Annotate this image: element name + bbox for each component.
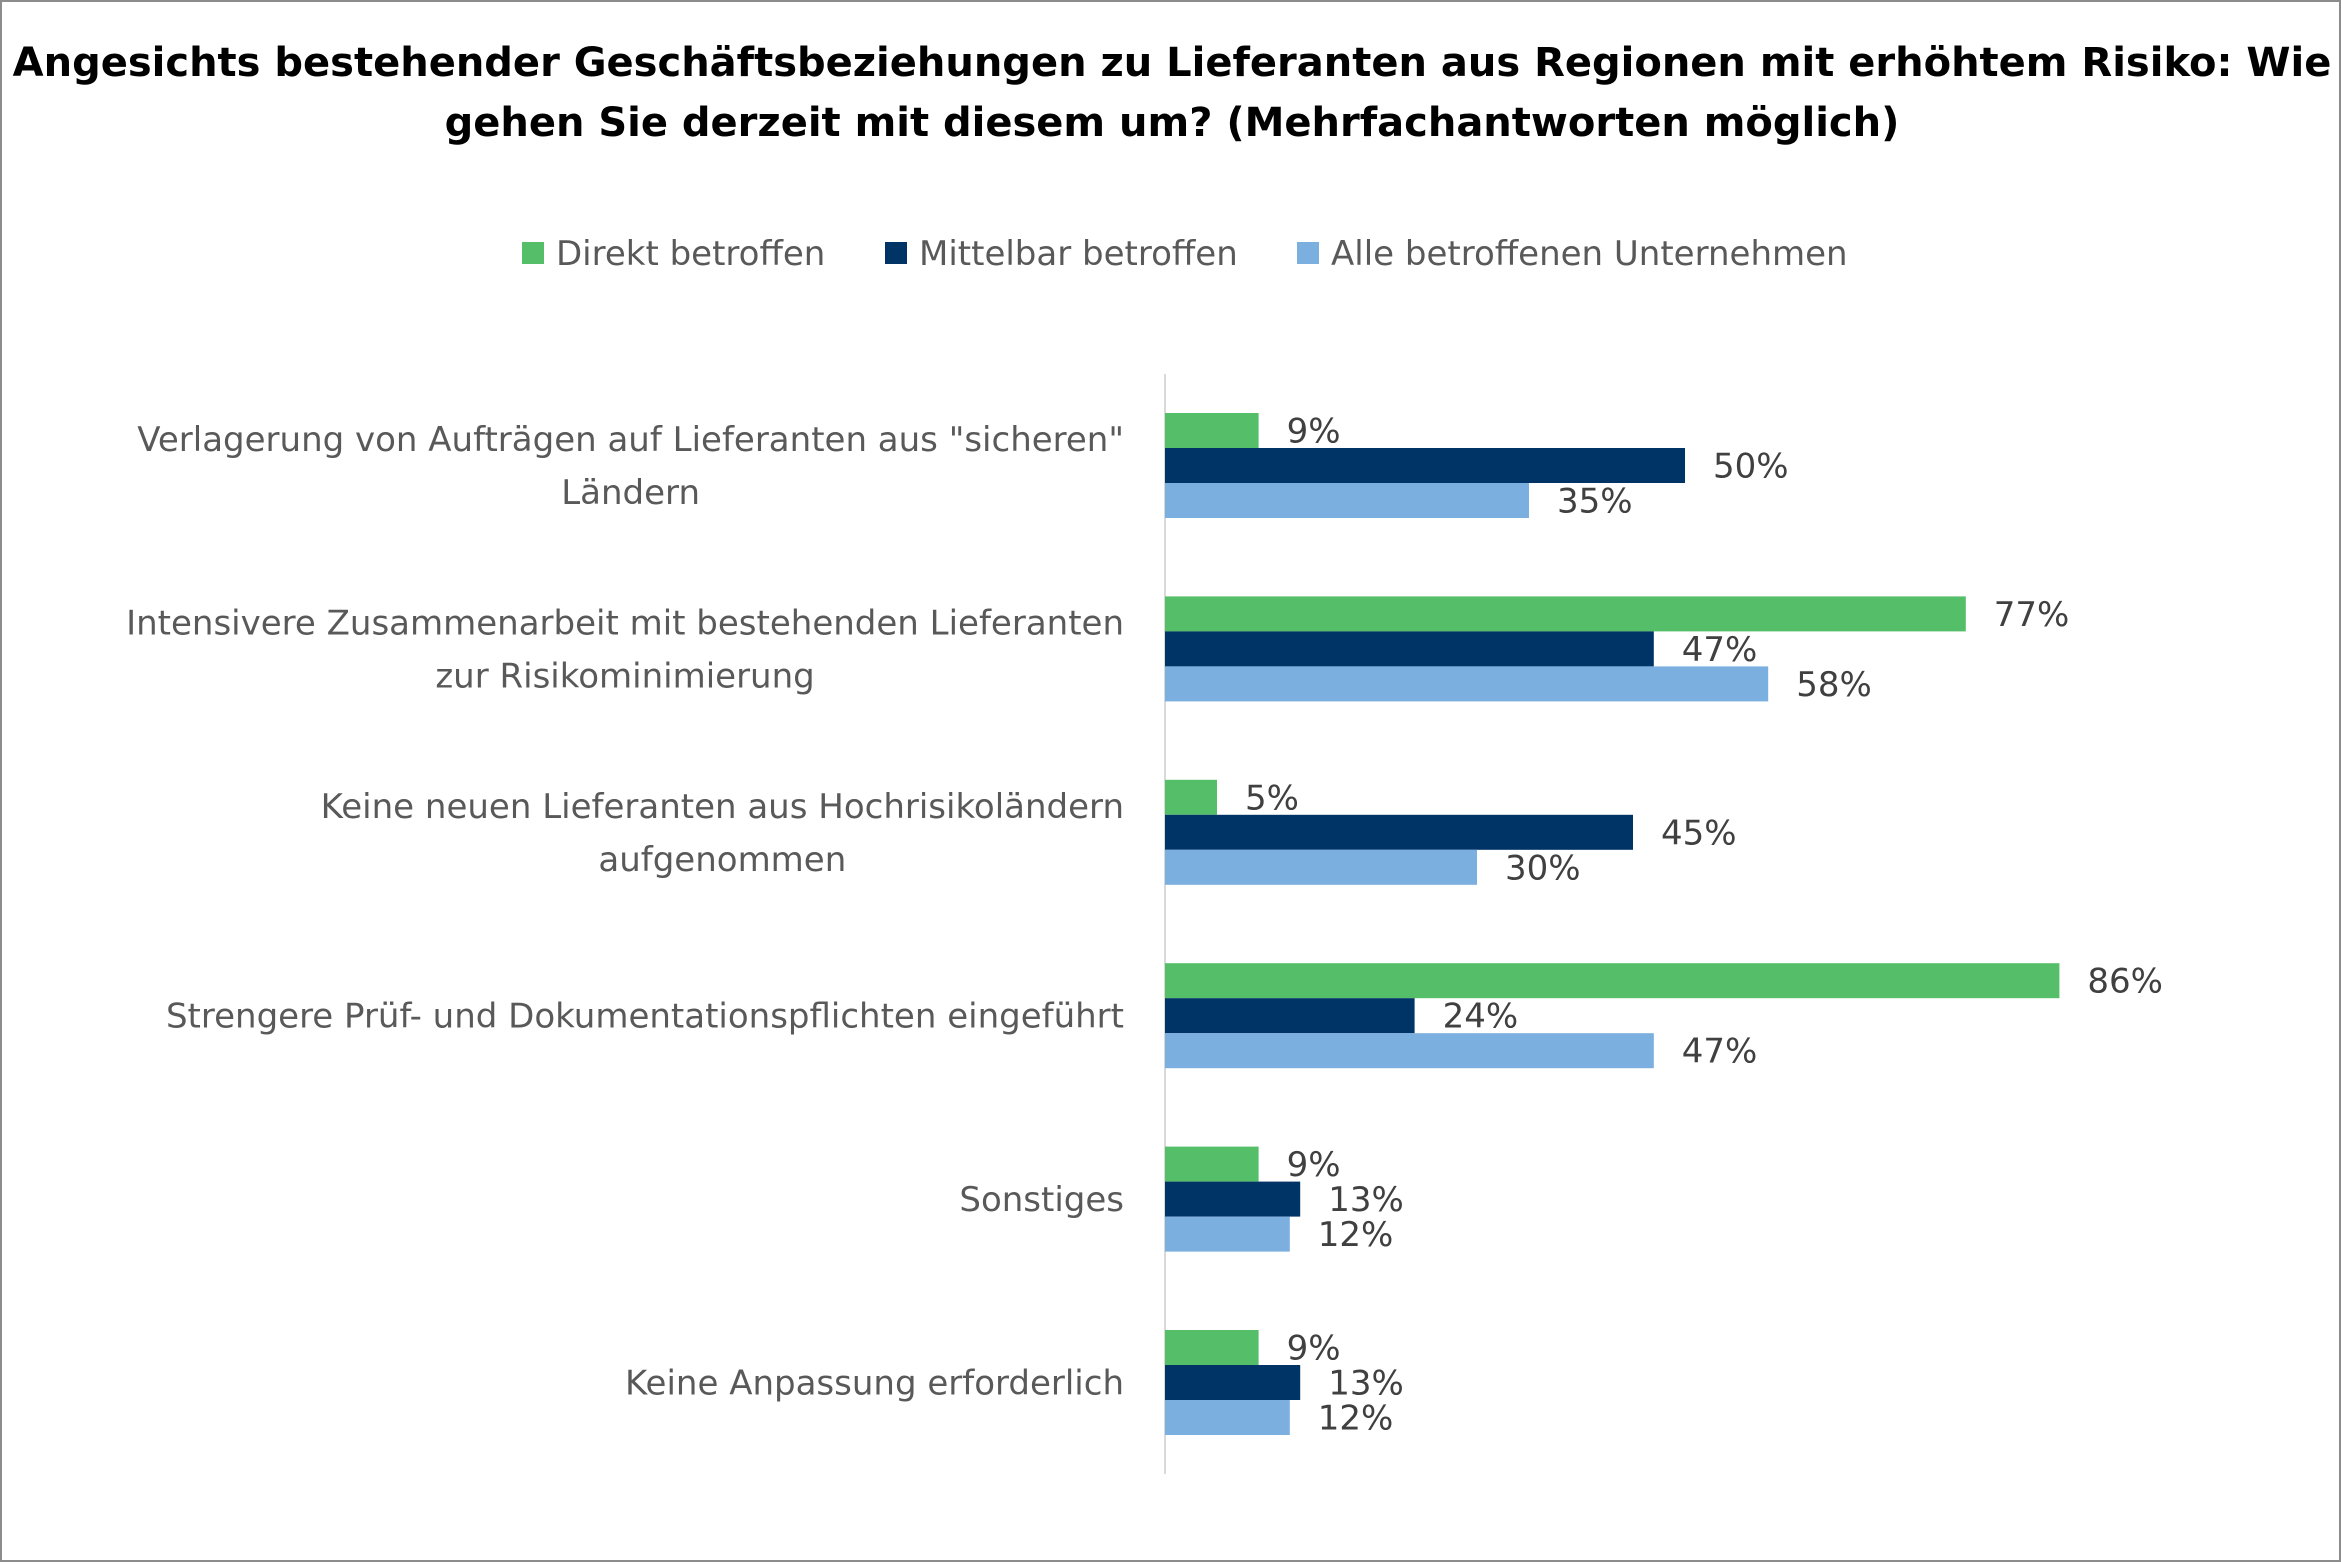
value-label-series3-cat4: 47% xyxy=(1682,1032,1758,1072)
value-label-series2-cat2: 47% xyxy=(1682,630,1758,670)
category-label-2-line-1: Intensivere Zusammenarbeit mit bestehend… xyxy=(126,603,1124,643)
bar-series1-cat4 xyxy=(1165,963,2060,999)
value-label-series1-cat3: 5% xyxy=(1245,778,1299,818)
bar-series3-cat4 xyxy=(1165,1033,1654,1069)
category-label-4-line-1: Strengere Prüf- und Dokumentationspflich… xyxy=(166,997,1124,1037)
category-label-1-line-1: Verlagerung von Aufträgen auf Lieferante… xyxy=(137,420,1124,460)
value-label-series3-cat3: 30% xyxy=(1505,848,1581,888)
bar-series3-cat1 xyxy=(1165,483,1529,518)
value-label-series3-cat5: 12% xyxy=(1318,1215,1394,1255)
value-label-series1-cat5: 9% xyxy=(1287,1145,1341,1185)
category-label-5-line-1: Sonstiges xyxy=(959,1180,1124,1220)
bar-series1-cat6 xyxy=(1165,1330,1259,1365)
bar-series1-cat2 xyxy=(1165,596,1966,632)
bar-series2-cat1 xyxy=(1165,448,1685,483)
category-label-1-line-2: Ländern xyxy=(561,473,700,513)
bar-series2-cat5 xyxy=(1165,1181,1301,1217)
value-label-series1-cat6: 9% xyxy=(1287,1329,1341,1369)
legend-swatch-3 xyxy=(1297,242,1319,264)
value-label-series1-cat1: 9% xyxy=(1287,412,1341,452)
legend-swatch-1 xyxy=(522,242,544,264)
bar-series3-cat2 xyxy=(1165,666,1769,702)
bar-series1-cat1 xyxy=(1165,413,1259,448)
value-label-series1-cat2: 77% xyxy=(1994,595,2070,635)
value-label-series2-cat1: 50% xyxy=(1713,447,1789,487)
value-label-series2-cat6: 13% xyxy=(1328,1364,1404,1404)
value-label-series3-cat2: 58% xyxy=(1796,665,1872,705)
bar-series2-cat3 xyxy=(1165,814,1633,850)
value-label-series2-cat3: 45% xyxy=(1661,813,1737,853)
value-label-series3-cat6: 12% xyxy=(1318,1399,1394,1439)
value-label-series3-cat1: 35% xyxy=(1557,482,1633,522)
legend-label-1: Direkt betroffen xyxy=(556,234,825,274)
bar-series3-cat6 xyxy=(1165,1400,1290,1435)
bar-series1-cat3 xyxy=(1165,779,1217,815)
bar-series3-cat5 xyxy=(1165,1216,1290,1252)
legend-swatch-2 xyxy=(885,242,907,264)
bar-series2-cat2 xyxy=(1165,631,1654,667)
chart-title-line-1: Angesichts bestehender Geschäftsbeziehun… xyxy=(13,40,2332,86)
bar-series3-cat3 xyxy=(1165,849,1477,885)
category-label-3-line-2: aufgenommen xyxy=(598,840,846,880)
value-label-series2-cat5: 13% xyxy=(1328,1180,1404,1220)
category-label-3-line-1: Keine neuen Lieferanten aus Hochrisikolä… xyxy=(321,787,1124,827)
category-label-6-line-1: Keine Anpassung erforderlich xyxy=(625,1364,1124,1404)
value-label-series2-cat4: 24% xyxy=(1443,997,1519,1037)
bar-series1-cat5 xyxy=(1165,1146,1259,1182)
value-label-series1-cat4: 86% xyxy=(2087,962,2163,1002)
legend-label-3: Alle betroffenen Unternehmen xyxy=(1331,234,1848,274)
bar-series2-cat6 xyxy=(1165,1365,1301,1400)
chart-title-line-2: gehen Sie derzeit mit diesem um? (Mehrfa… xyxy=(445,100,1900,146)
category-label-2-line-2: zur Risikominimierung xyxy=(435,656,814,696)
bar-series2-cat4 xyxy=(1165,998,1415,1034)
legend-label-2: Mittelbar betroffen xyxy=(919,234,1238,274)
